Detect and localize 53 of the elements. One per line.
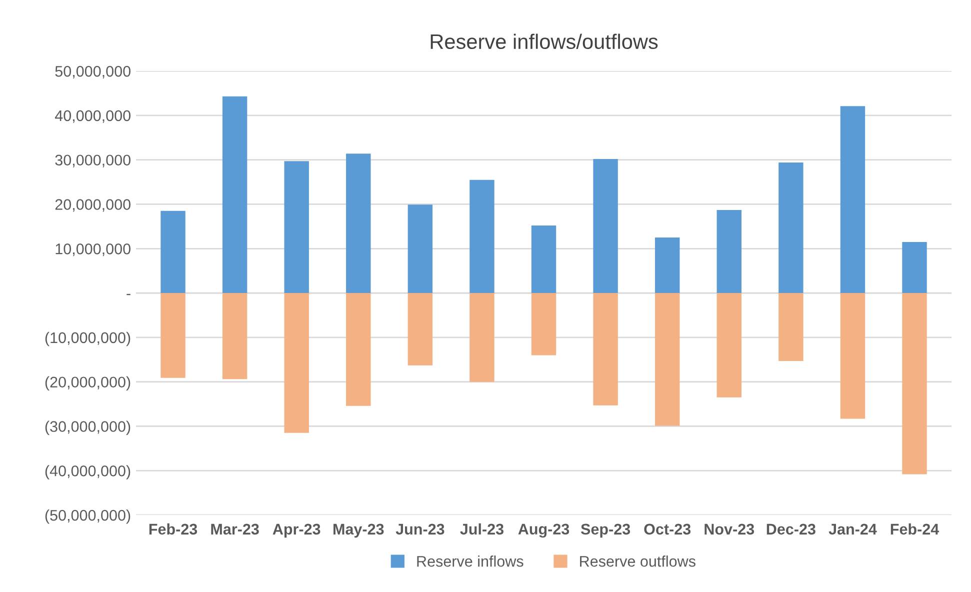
y-tick-label: 10,000,000 [56, 244, 130, 256]
bar [531, 293, 556, 356]
y-tick-label: - [126, 294, 130, 296]
y-tick-label: 20,000,000 [55, 199, 130, 212]
x-tick-label: Dec-23 [766, 524, 816, 535]
bar [654, 238, 680, 294]
bar [902, 293, 927, 474]
legend-label: Reserve inflows [417, 556, 524, 567]
bar [222, 293, 248, 380]
bar [778, 293, 804, 361]
bar [346, 293, 371, 406]
y-tick-label: (40,000,000) [45, 465, 130, 480]
chart-title: Reserve inflows/outflows [430, 34, 658, 50]
bar [902, 242, 927, 294]
bar [840, 293, 866, 419]
bar [654, 293, 680, 426]
y-tick-label: (50,000,000) [45, 510, 130, 524]
bar [408, 293, 433, 366]
x-tick-label: Jul-23 [460, 523, 504, 535]
y-tick-label: 50,000,000 [55, 66, 130, 79]
bar [160, 210, 186, 294]
x-tick-label: Feb-23 [149, 523, 198, 535]
bar [778, 162, 804, 294]
bar [840, 106, 866, 294]
y-tick-label: 40,000,000 [54, 110, 130, 123]
bar [284, 293, 309, 433]
x-tick-label: May-23 [334, 524, 384, 538]
x-tick-label: Apr-23 [272, 524, 320, 538]
y-tick-label: (10,000,000) [45, 332, 130, 346]
y-tick-label: (20,000,000) [45, 376, 130, 391]
bar [284, 161, 309, 294]
x-tick-label: Jun-23 [396, 524, 444, 535]
bar [593, 293, 618, 406]
x-tick-label: Sep-23 [580, 524, 630, 538]
y-tick-label: 30,000,000 [55, 154, 130, 168]
legend-label: Reserve outflows [580, 556, 696, 567]
x-tick-label: Oct-23 [644, 524, 691, 535]
bar [408, 204, 433, 294]
bar [716, 210, 742, 294]
bar [222, 96, 248, 294]
x-tick-label: Jan-24 [828, 524, 877, 535]
bar [160, 293, 186, 378]
bar [716, 293, 742, 398]
x-tick-label: Nov-23 [704, 524, 754, 535]
x-tick-label: Feb-24 [890, 523, 940, 535]
bar [470, 293, 494, 382]
bar [593, 158, 618, 294]
x-tick-label: Mar-23 [211, 524, 259, 535]
bar [470, 180, 494, 294]
bar [346, 154, 371, 294]
bar [531, 226, 556, 294]
y-tick-label: (30,000,000) [45, 420, 130, 435]
x-tick-label: Aug-23 [518, 524, 570, 538]
